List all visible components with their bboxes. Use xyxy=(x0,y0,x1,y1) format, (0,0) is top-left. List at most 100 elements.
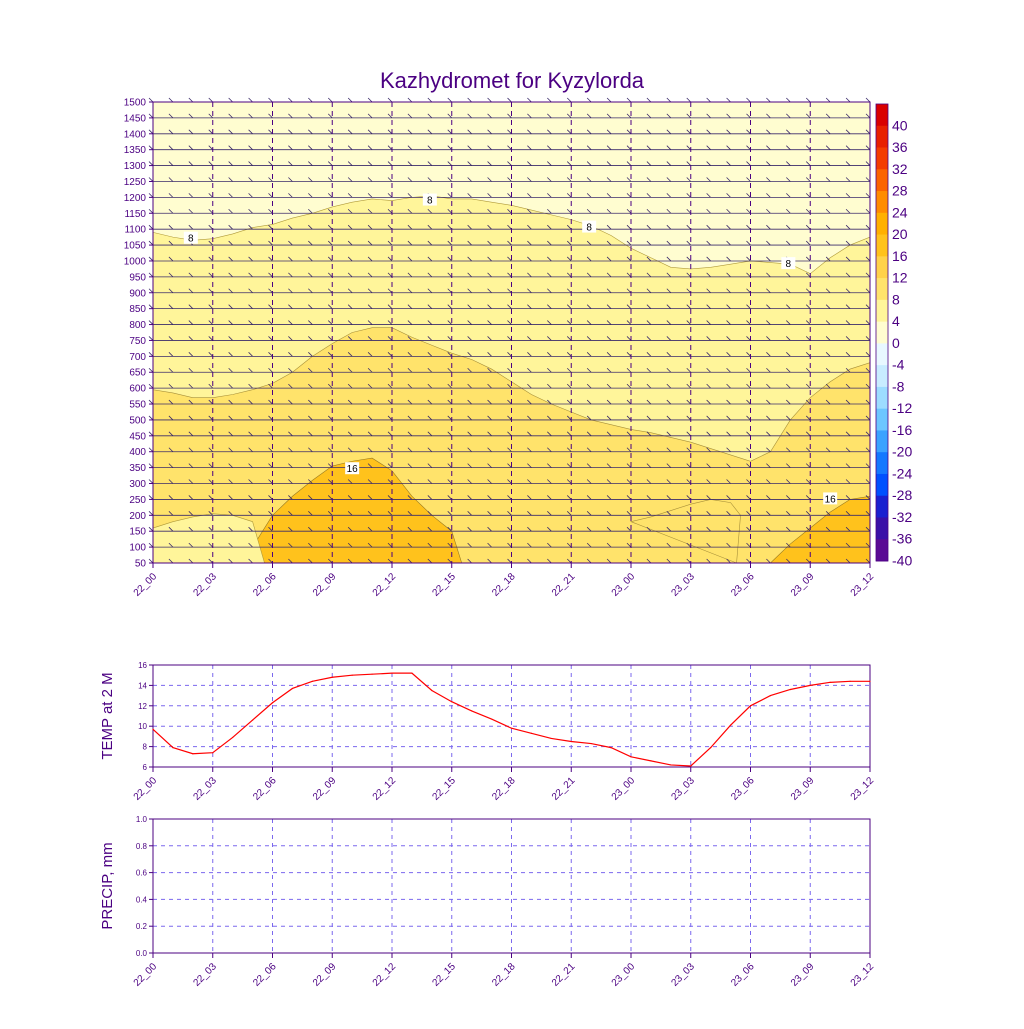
barb-flag xyxy=(686,240,692,246)
barb-flag xyxy=(248,495,253,500)
barb-flag xyxy=(726,495,731,500)
barb-flag xyxy=(845,495,851,500)
colorbar-label: -8 xyxy=(892,378,905,394)
barb-flag xyxy=(387,367,393,373)
barb-flag xyxy=(148,431,154,437)
barb-flag xyxy=(865,447,871,453)
barb-flag xyxy=(228,208,233,214)
barb-flag xyxy=(746,415,751,421)
barb-flag xyxy=(805,256,811,262)
y-tick-label: 500 xyxy=(129,415,146,426)
barb-flag xyxy=(527,272,532,278)
barb-flag xyxy=(746,495,751,500)
barb-flag xyxy=(726,336,731,341)
y-tick-label: 950 xyxy=(129,272,146,283)
barb-flag xyxy=(666,447,672,453)
barb-flag xyxy=(168,367,174,373)
barb-flag xyxy=(746,479,751,484)
x-tick-label: 23_03 xyxy=(669,775,697,803)
y-tick-label: 1050 xyxy=(124,241,147,252)
barb-flag xyxy=(447,511,453,516)
barb-flag xyxy=(726,479,731,484)
barb-flag xyxy=(427,272,433,278)
y-tick-label: 1100 xyxy=(124,225,146,236)
barb-flag xyxy=(327,193,333,198)
barb-flag xyxy=(308,129,313,135)
y-tick-label: 1250 xyxy=(124,177,147,188)
barb-flag xyxy=(308,208,313,214)
barb-flag xyxy=(447,113,453,119)
barb-flag xyxy=(666,431,672,437)
barb-flag xyxy=(268,479,273,484)
barb-flag xyxy=(308,415,313,421)
barb-flag xyxy=(766,367,771,373)
y-tick-label: 10 xyxy=(138,722,147,731)
barb-flag xyxy=(507,367,512,373)
contour-label-bg xyxy=(781,257,796,270)
barb-flag xyxy=(586,113,592,119)
barb-flag xyxy=(845,383,851,389)
barb-flag xyxy=(228,113,233,119)
barb-flag xyxy=(188,463,194,468)
barb-flag xyxy=(288,161,293,166)
barb-flag xyxy=(347,383,353,389)
barb-flag xyxy=(646,511,652,516)
colorbar-swatch xyxy=(876,473,888,497)
barb-flag xyxy=(606,447,612,453)
temperature-point xyxy=(729,724,732,726)
barb-flag xyxy=(586,542,592,548)
colorbar-label: 36 xyxy=(892,139,908,155)
x-tick-label: 22_12 xyxy=(371,961,399,989)
barb-flag xyxy=(487,320,492,325)
barb-flag xyxy=(447,256,453,262)
barb-flag xyxy=(427,431,433,437)
barb-flag xyxy=(447,304,453,309)
barb-flag xyxy=(547,97,552,103)
barb-flag xyxy=(566,161,572,166)
barb-flag xyxy=(427,304,433,309)
barb-flag xyxy=(268,399,273,405)
barb-flag xyxy=(308,352,313,357)
x-tick-label: 22_18 xyxy=(490,775,518,803)
barb-flag xyxy=(626,97,632,103)
temperature-point xyxy=(849,680,851,682)
barb-flag xyxy=(626,463,632,468)
barb-flag xyxy=(387,177,393,182)
barb-flag xyxy=(387,495,393,500)
barb-flag xyxy=(586,367,592,373)
barb-flag xyxy=(646,383,652,389)
barb-flag xyxy=(407,415,413,421)
barb-flag xyxy=(586,336,592,341)
barb-flag xyxy=(487,431,492,437)
barb-flag xyxy=(288,272,293,278)
x-tick-label: 22_15 xyxy=(430,961,458,989)
x-tick-label: 22_00 xyxy=(132,775,160,803)
barb-flag xyxy=(487,463,492,468)
barb-flag xyxy=(766,399,771,405)
barb-flag xyxy=(766,145,771,150)
barb-flag xyxy=(407,447,413,453)
contour-label-bg xyxy=(823,492,838,505)
colorbar-swatch xyxy=(876,104,888,127)
barb-flag xyxy=(228,240,233,246)
barb-flag xyxy=(427,320,433,325)
barb-flag xyxy=(148,304,154,309)
barb-flag xyxy=(387,542,393,548)
barb-flag xyxy=(786,542,791,548)
barb-flag xyxy=(766,224,771,230)
barb-flag xyxy=(786,415,791,421)
barb-flag xyxy=(507,447,512,453)
barb-flag xyxy=(327,352,333,357)
barb-flag xyxy=(686,447,692,453)
barb-flag xyxy=(825,352,831,357)
colorbar-swatch xyxy=(876,169,888,192)
barb-flag xyxy=(347,193,353,198)
barb-flag xyxy=(766,288,771,294)
barb-flag xyxy=(228,495,233,500)
barb-flag xyxy=(586,240,592,246)
barb-flag xyxy=(367,193,373,198)
barb-flag xyxy=(308,224,313,230)
barb-flag xyxy=(626,288,632,294)
barb-flag xyxy=(626,161,632,166)
